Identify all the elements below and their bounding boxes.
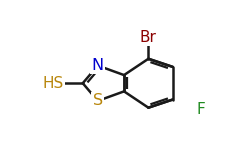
Text: S: S — [93, 93, 103, 108]
Text: Br: Br — [140, 30, 157, 45]
Text: HS: HS — [42, 76, 63, 91]
Text: N: N — [92, 58, 104, 73]
Text: F: F — [197, 102, 205, 117]
